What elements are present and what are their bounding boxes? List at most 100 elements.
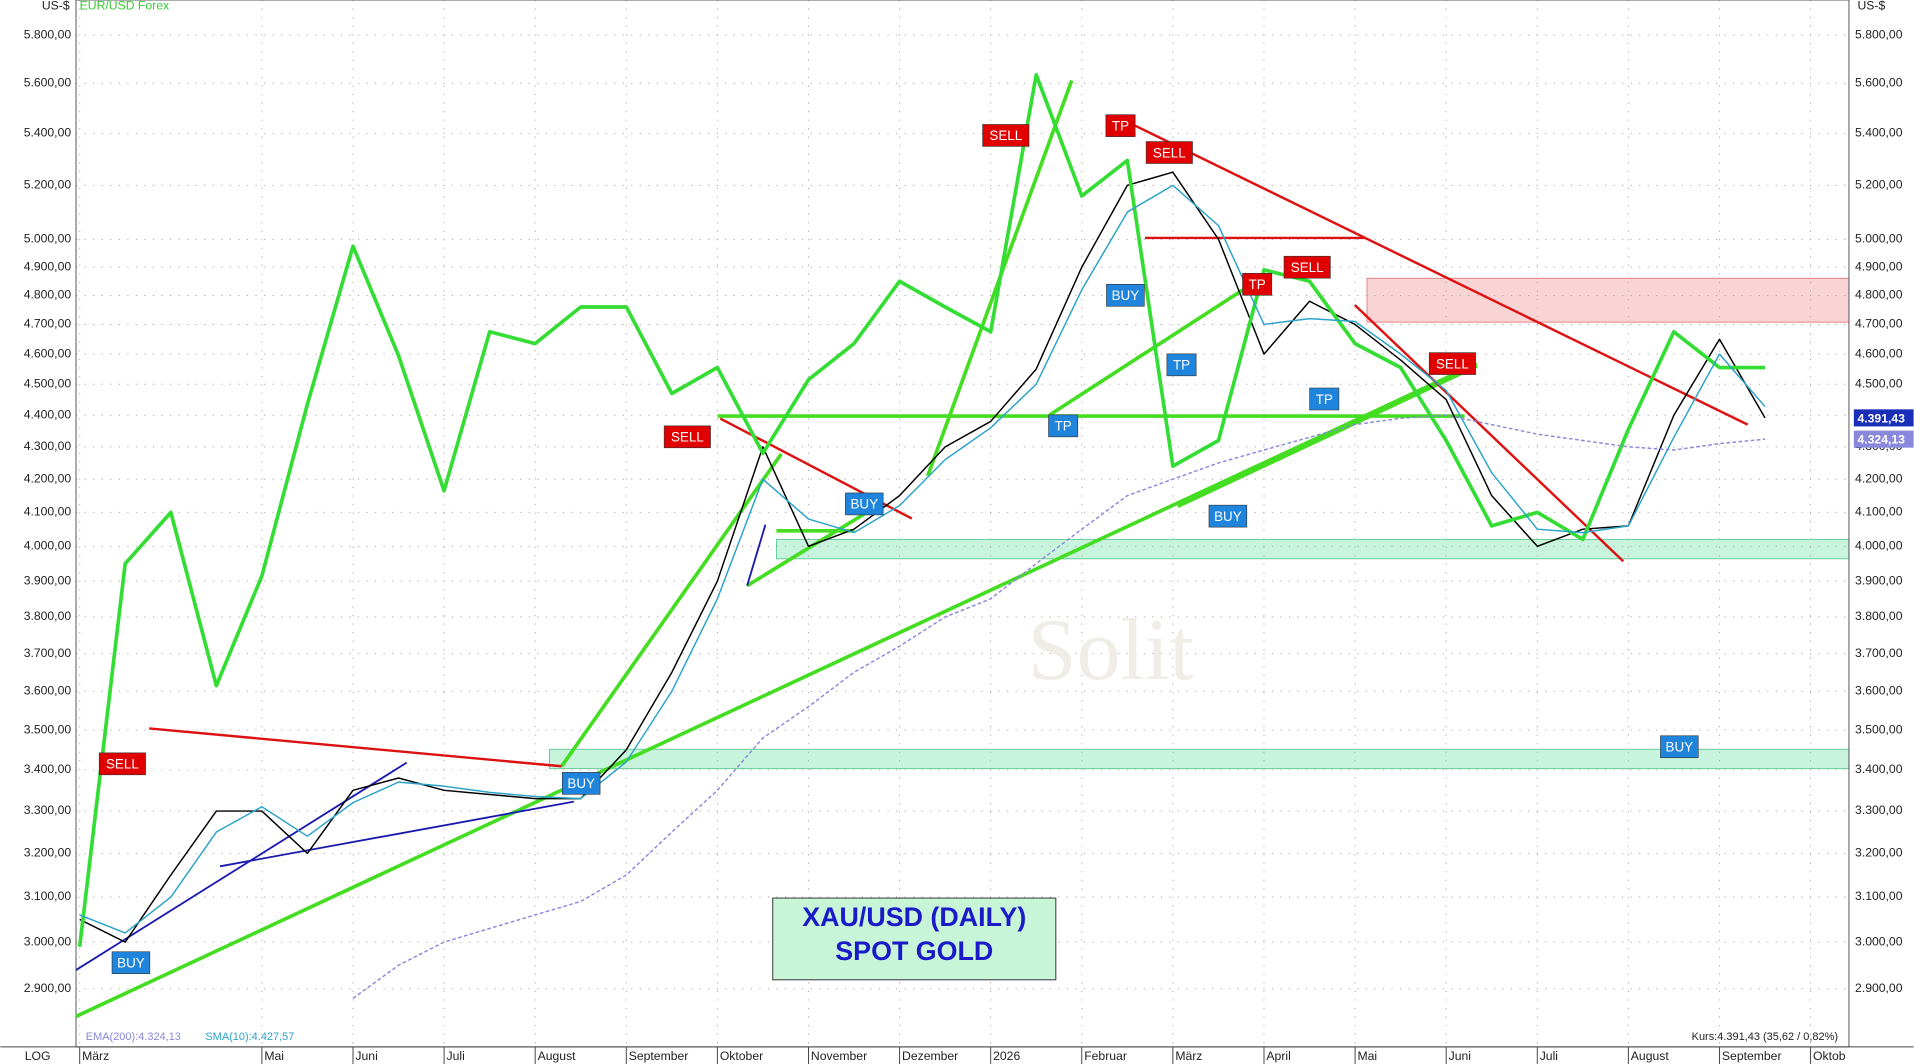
x-tick-label: November (811, 1049, 867, 1063)
y-tick-label: 3.600,00 (24, 684, 72, 698)
signal-label: TP (1055, 419, 1072, 434)
y-tick-label-right: 3.200,00 (1855, 846, 1903, 860)
legend-entry: SMA(10):4.427,57 (205, 1031, 294, 1043)
signal-box (1145, 141, 1193, 164)
y-tick-label: 5.400,00 (24, 126, 72, 140)
signal-label: TP (1249, 277, 1266, 292)
signal-label: BUY (850, 497, 878, 512)
x-tick-label: September (629, 1049, 689, 1063)
trend-line (219, 800, 575, 868)
y-tick-label-right: 4.200,00 (1855, 471, 1903, 485)
signal-label: SELL (1291, 260, 1324, 275)
x-tick-label: Oktober (720, 1049, 763, 1063)
signal-box (1242, 273, 1273, 296)
trend-line (560, 452, 783, 768)
signal-box (1660, 735, 1699, 759)
title-box (772, 897, 1057, 981)
y-tick-label-right: 4.100,00 (1855, 505, 1903, 519)
price-tag (1853, 409, 1914, 427)
y-tick-label-right: 3.300,00 (1855, 803, 1903, 817)
y-tick-label: 3.500,00 (24, 722, 72, 736)
y-tick-label: 4.100,00 (24, 505, 72, 519)
watermark: Solit (1028, 602, 1194, 699)
legend-entry: EMA(200):4.324,13 (86, 1031, 181, 1043)
scale-label: LOG (25, 1049, 51, 1063)
y-tick-label: 3.000,00 (24, 934, 72, 948)
signal-box (1283, 255, 1331, 279)
chart-subtitle: SPOT GOLD (835, 936, 993, 966)
signal-label: SELL (1153, 145, 1186, 160)
x-tick-label: September (1722, 1049, 1782, 1063)
x-tick-label: 2026 (993, 1049, 1020, 1063)
x-tick-label: März (82, 1049, 109, 1063)
y-tick-label: 4.900,00 (24, 259, 72, 273)
y-tick-label-right: 5.600,00 (1855, 76, 1903, 90)
y-axis-label-right: US-$ (1857, 0, 1885, 12)
price-tag-label: 4.391,43 (1857, 411, 1905, 425)
signal-label: BUY (117, 955, 145, 970)
y-tick-label: 3.700,00 (24, 646, 72, 660)
x-tick-label: Juli (447, 1049, 465, 1063)
y-tick-label-right: 2.900,00 (1855, 981, 1903, 995)
y-tick-label-right: 3.000,00 (1855, 934, 1903, 948)
trend-line (75, 361, 1478, 1019)
x-tick-label: Juli (1540, 1049, 1558, 1063)
y-tick-label: 3.300,00 (24, 803, 72, 817)
y-tick-label: 4.400,00 (24, 407, 72, 421)
price-tag (1853, 430, 1914, 448)
y-tick-label-right: 3.100,00 (1855, 889, 1903, 903)
price-tag-label: 4.324,13 (1857, 433, 1905, 447)
x-tick-label: Juni (1449, 1049, 1471, 1063)
x-tick-label: Februar (1084, 1049, 1127, 1063)
y-tick-label: 3.200,00 (24, 846, 72, 860)
signal-label: SELL (671, 430, 704, 445)
y-tick-label: 4.000,00 (24, 539, 72, 553)
x-tick-label: Dezember (902, 1049, 958, 1063)
signal-box (1048, 414, 1079, 438)
x-tick-label: August (538, 1049, 577, 1063)
trend-line (1134, 124, 1749, 426)
trend-line (746, 510, 868, 588)
y-tick-label: 4.800,00 (24, 288, 72, 302)
y-tick-label-right: 4.900,00 (1855, 259, 1903, 273)
trend-line (149, 727, 562, 768)
y-tick-label-right: 5.400,00 (1855, 126, 1903, 140)
y-tick-label-right: 4.800,00 (1855, 288, 1903, 302)
signal-label: TP (1173, 358, 1190, 373)
y-tick-label: 4.300,00 (24, 439, 72, 453)
chart-title: XAU/USD (DAILY) (802, 902, 1026, 932)
y-tick-label: 4.600,00 (24, 346, 72, 360)
trend-line (1177, 364, 1478, 509)
series-line (79, 171, 1766, 943)
signal-box (845, 492, 884, 516)
signal-label: SELL (989, 128, 1022, 143)
signal-box (663, 425, 711, 449)
y-tick-label-right: 3.900,00 (1855, 573, 1903, 587)
signal-box (1106, 283, 1145, 307)
y-tick-label-right: 3.400,00 (1855, 762, 1903, 776)
signal-label: TP (1316, 392, 1333, 407)
series-line (77, 72, 1766, 947)
y-tick-label-right: 3.700,00 (1855, 646, 1903, 660)
y-tick-label: 4.200,00 (24, 471, 72, 485)
y-tick-label-right: 3.500,00 (1855, 722, 1903, 736)
y-tick-label-right: 4.600,00 (1855, 346, 1903, 360)
series-line (352, 414, 1766, 999)
y-tick-label: 4.500,00 (24, 377, 72, 391)
signal-label: TP (1112, 118, 1129, 133)
signal-label: SELL (1436, 356, 1469, 371)
x-tick-label: August (1631, 1049, 1670, 1063)
y-tick-label: 5.600,00 (24, 76, 72, 90)
y-tick-label: 3.800,00 (24, 609, 72, 623)
signal-box (1208, 504, 1248, 528)
signal-label: BUY (1214, 509, 1242, 524)
y-axis-label: US-$ (42, 0, 70, 12)
y-tick-label-right: 3.800,00 (1855, 609, 1903, 623)
legend-entry: EUR/USD Forex (80, 0, 169, 12)
signal-box (1105, 114, 1136, 137)
signal-box (561, 772, 601, 795)
y-tick-label: 3.100,00 (24, 889, 72, 903)
